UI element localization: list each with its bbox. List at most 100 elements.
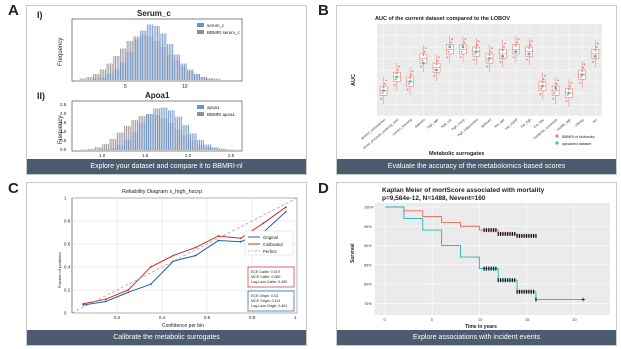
category-label: obesity — [574, 117, 585, 127]
biobank-point — [501, 49, 504, 52]
biobank-point — [450, 41, 452, 44]
line-point — [284, 206, 287, 209]
dataset-bar — [158, 108, 160, 150]
biobank-point — [382, 86, 385, 89]
bbmri-bar — [108, 63, 110, 80]
subplot-1-xtick: 5 — [124, 84, 127, 90]
biobank-point — [578, 81, 581, 84]
panel-b-caption: Evaluate the accuracy of the metabolomic… — [337, 159, 616, 174]
subplot-2-ylabel: Frequency — [58, 116, 64, 144]
x-tick-label: 1 — [294, 315, 297, 320]
bbmri-bar — [98, 147, 100, 150]
bbmri-bar — [217, 78, 219, 80]
chart-title: Reliability Diagram s_high_hscrp — [122, 189, 202, 195]
dataset-bar — [230, 149, 232, 150]
category-label: diabetes — [414, 117, 426, 128]
y-tick-label: 100% — [364, 206, 374, 210]
dataset-bar — [135, 132, 137, 150]
biobank-point — [568, 88, 570, 91]
dataset-bar — [131, 51, 133, 80]
category-label: low_age — [493, 118, 505, 129]
dataset-bar — [209, 78, 211, 80]
bbmri-bar — [89, 148, 91, 150]
line-point — [217, 239, 220, 242]
ytick: 0.0 — [60, 147, 67, 152]
biobank-point — [421, 59, 424, 62]
dataset-bar — [126, 51, 128, 80]
dataset-bar — [228, 149, 230, 150]
dataset-bar — [98, 78, 100, 80]
chart-legend: Original Calibrated Perfect — [244, 230, 294, 256]
dataset-bar — [173, 110, 175, 150]
dataset-bar — [140, 30, 142, 80]
dataset-bar — [157, 108, 159, 150]
dataset-bar — [151, 114, 153, 150]
uploaded-point — [567, 91, 571, 95]
dataset-bar — [169, 110, 171, 150]
biobank-point — [380, 97, 383, 100]
dataset-bar — [209, 144, 212, 150]
kaplan-meier-figure: Kaplan Meier of mortScore associated wit… — [350, 187, 610, 330]
uploaded-point — [382, 89, 386, 93]
xtick: 2.5 — [228, 153, 235, 158]
dataset-bar — [145, 30, 147, 80]
dataset-bar — [116, 144, 118, 150]
legend-label: Calibrated — [263, 242, 283, 247]
uploaded-point — [541, 84, 544, 88]
subplot-2-yticks: 2.5 2.0 1.5 1.0 0.5 0.0 — [60, 102, 67, 152]
dataset-bar — [141, 30, 143, 80]
dataset-bar — [118, 144, 120, 150]
dataset-bar — [208, 144, 210, 150]
line-point — [172, 254, 175, 257]
dataset-bar — [224, 148, 226, 150]
dataset-bar — [105, 149, 107, 150]
metric-line: Log-Loss Origin: 0.461 — [251, 304, 287, 308]
dataset-bar — [111, 74, 113, 80]
perfect-line — [71, 197, 298, 314]
dataset-bar — [217, 147, 219, 150]
category-label: high_crp — [440, 118, 452, 129]
line-point — [104, 298, 107, 301]
dataset-bar — [185, 63, 187, 80]
biobank-point — [488, 54, 491, 56]
dataset-bar — [178, 54, 180, 80]
biobank-point — [459, 56, 462, 59]
dataset-bar — [101, 77, 103, 80]
biobank-point — [595, 46, 598, 48]
bbmri-bar — [93, 74, 95, 80]
dataset-bar — [167, 110, 170, 150]
bbmri-bar — [86, 77, 88, 80]
dataset-bar — [146, 24, 148, 80]
legend-swatch — [197, 30, 204, 34]
dataset-bar — [175, 116, 177, 150]
panel-d-letter: D — [318, 180, 329, 197]
dataset-bar — [168, 44, 170, 80]
biobank-point — [553, 92, 556, 94]
survival-curve-low — [385, 206, 584, 300]
uploaded-point — [395, 75, 399, 79]
dataset-bar — [197, 74, 199, 80]
dataset-bar — [130, 51, 132, 80]
dataset-bar — [153, 108, 155, 150]
dataset-bar — [164, 107, 166, 150]
dataset-bar — [175, 54, 177, 80]
category-label: lipidmed — [480, 118, 492, 129]
dataset-bar — [192, 69, 194, 80]
dataset-bar — [210, 78, 212, 80]
line-point — [127, 291, 130, 294]
biobank-point — [565, 100, 568, 102]
bbmri-bar — [104, 69, 106, 80]
biobank-point — [594, 49, 597, 52]
line-point — [194, 254, 197, 257]
dataset-bar — [127, 139, 129, 150]
uploaded-point — [554, 87, 558, 90]
biobank-point — [581, 70, 584, 73]
dataset-bar — [200, 139, 202, 150]
dataset-bar — [129, 139, 131, 150]
biobank-point — [541, 81, 544, 84]
category-label: low_eGFR — [504, 117, 519, 130]
dataset-bar — [157, 26, 159, 80]
dataset-bar — [182, 63, 184, 80]
dataset-bar — [113, 147, 115, 150]
biobank-point — [438, 56, 440, 59]
